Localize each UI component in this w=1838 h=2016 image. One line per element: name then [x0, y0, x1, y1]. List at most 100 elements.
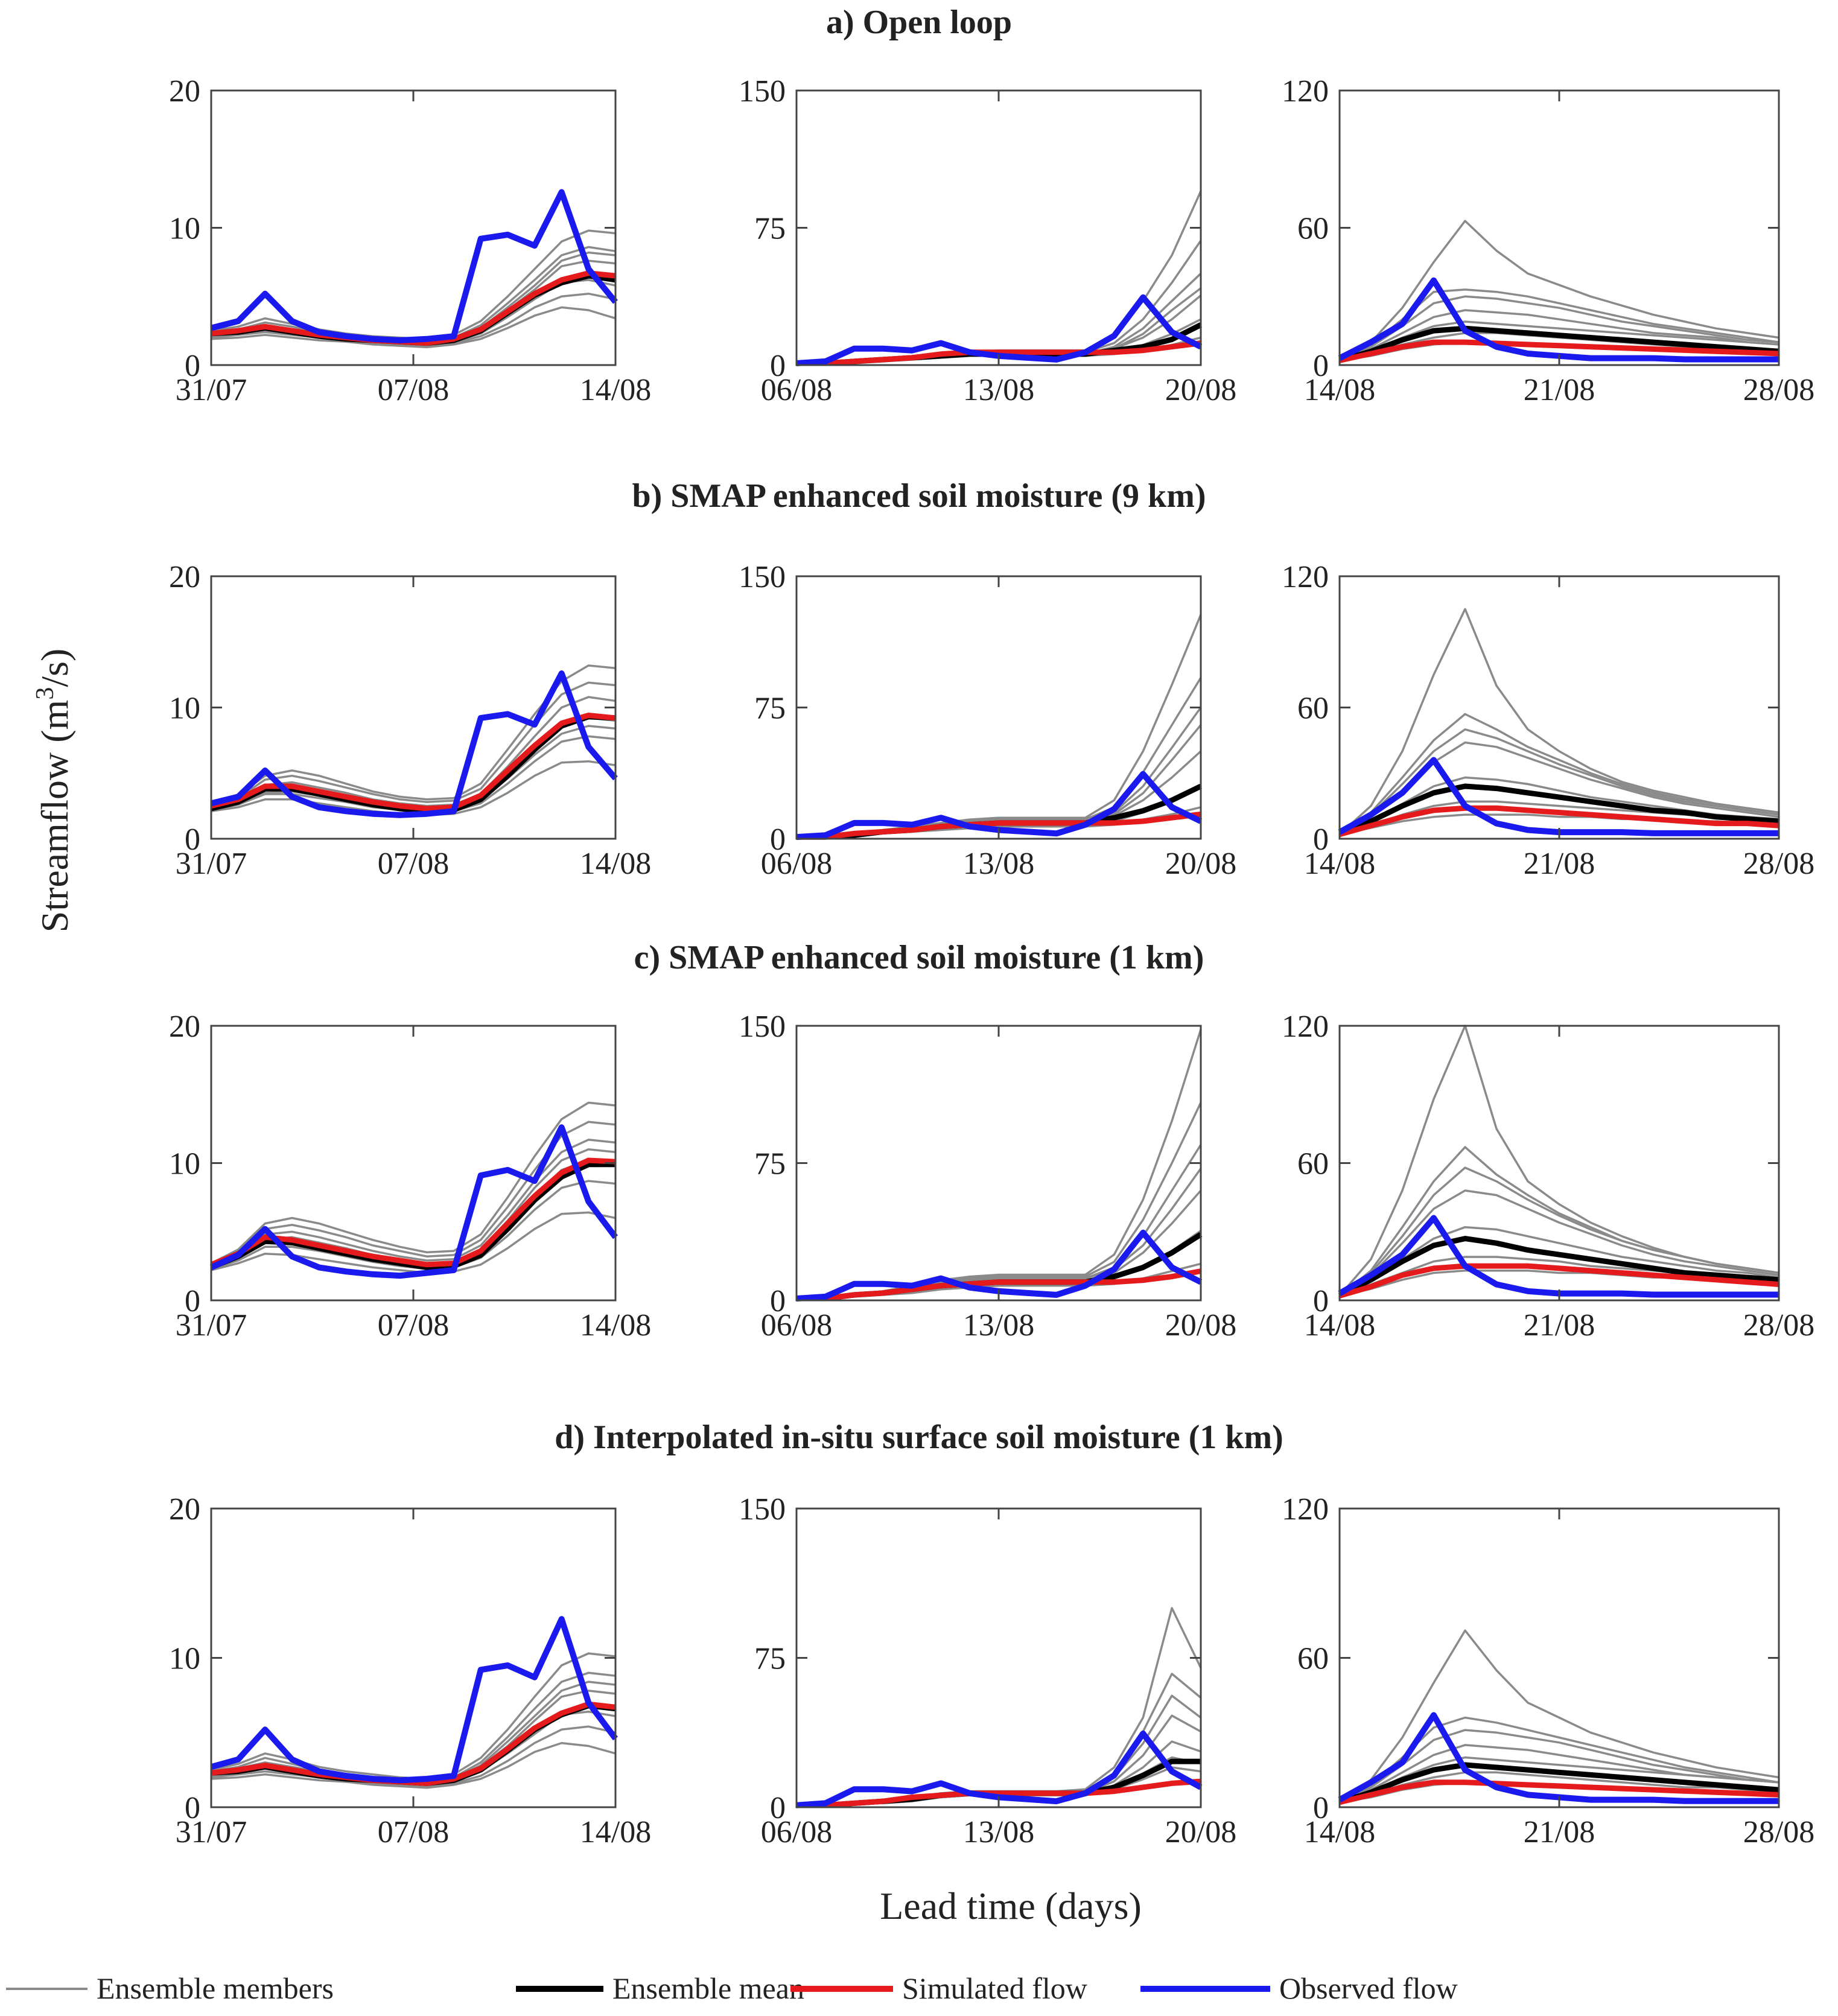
y-tick-label: 0 — [770, 822, 786, 857]
y-tick-label: 60 — [1297, 1642, 1329, 1676]
simulated-flow-line — [1338, 1779, 1779, 1805]
x-tick-label: 14/08 — [1304, 373, 1375, 407]
ensemble-member-line — [1339, 1744, 1779, 1804]
x-tick-label: 21/08 — [1524, 847, 1595, 881]
panel-r1-c1: 0 10 20 31/07 07/08 14/08 — [169, 74, 651, 407]
x-axis-title: Lead time (days) — [880, 1884, 1142, 1927]
y-tick-label: 120 — [1282, 560, 1329, 594]
y-axis-title-superscript: 3 — [31, 687, 59, 700]
ensemble-member-line — [211, 1725, 616, 1788]
ensemble-member-line — [1338, 608, 1779, 836]
panel-r1-c3: 0 60 120 14/08 21/08 28/08 — [1282, 74, 1814, 407]
x-tick-label: 07/08 — [378, 847, 449, 881]
simulated-flow-line — [797, 1778, 1201, 1808]
x-tick-label: 14/08 — [580, 1815, 651, 1849]
y-tick-label: 10 — [169, 1642, 200, 1676]
x-tick-label: 31/07 — [176, 1815, 247, 1849]
legend-label: Ensemble members — [97, 1971, 334, 2005]
ensemble-member-line — [1338, 713, 1779, 836]
y-tick-label: 150 — [739, 74, 786, 109]
y-tick-label: 20 — [169, 74, 200, 109]
x-tick-label: 07/08 — [378, 1308, 449, 1343]
y-tick-label: 150 — [739, 1010, 786, 1044]
y-tick-label: 0 — [1313, 822, 1329, 857]
y-tick-label: 0 — [1313, 349, 1329, 383]
y-tick-label: 20 — [169, 560, 200, 594]
y-tick-label: 10 — [169, 212, 200, 246]
y-tick-label: 75 — [754, 1147, 786, 1181]
y-tick-label: 0 — [770, 1284, 786, 1318]
simulated-flow-line — [797, 1268, 1201, 1302]
x-tick-label: 31/07 — [176, 847, 247, 881]
observed-flow-line — [796, 771, 1203, 841]
panel-r3-c2: 0 75 150 06/08 13/08 20/08 — [739, 1010, 1236, 1343]
ensemble-member-line — [211, 292, 616, 347]
x-tick-label: 14/08 — [580, 1308, 651, 1343]
x-tick-label: 07/08 — [378, 1815, 449, 1849]
ensemble-member-line — [1339, 1189, 1779, 1297]
simulated-flow-line — [1338, 805, 1779, 838]
ensemble-member-line — [1339, 220, 1779, 361]
x-tick-label: 31/07 — [176, 1308, 247, 1343]
panel-r2-c2: 0 75 150 06/08 13/08 20/08 — [739, 560, 1236, 881]
y-tick-label: 0 — [770, 1791, 786, 1825]
x-tick-label: 21/08 — [1524, 373, 1595, 407]
y-tick-label: 10 — [169, 692, 200, 726]
y-tick-label: 20 — [169, 1492, 200, 1527]
x-tick-label: 06/08 — [761, 847, 832, 881]
legend-label: Ensemble mean — [612, 1971, 804, 2005]
ensemble-member-line — [1339, 1771, 1779, 1804]
ensemble-member-line — [1338, 1629, 1779, 1804]
x-tick-label: 28/08 — [1743, 1815, 1814, 1849]
x-tick-label: 14/08 — [1304, 1308, 1375, 1343]
y-tick-label: 150 — [739, 1492, 786, 1527]
observed-flow-line — [210, 670, 618, 818]
ensemble-member-line — [211, 1139, 616, 1267]
y-tick-label: 75 — [754, 1642, 786, 1676]
x-tick-label: 06/08 — [761, 1308, 832, 1343]
x-tick-label: 28/08 — [1743, 847, 1814, 881]
row-title: c) SMAP enhanced soil moisture (1 km) — [634, 939, 1204, 976]
panel-r1-c2: 0 75 150 06/08 13/08 20/08 — [739, 74, 1236, 407]
ensemble-member-line — [1339, 728, 1779, 836]
x-tick-label: 13/08 — [963, 847, 1034, 881]
ensemble-member-line — [1339, 320, 1779, 362]
ensemble-mean-line — [1338, 783, 1779, 837]
ensemble-member-line — [211, 1180, 616, 1270]
y-tick-label: 0 — [185, 349, 200, 383]
ensemble-member-line — [1339, 295, 1779, 362]
x-tick-label: 14/08 — [1304, 1815, 1375, 1849]
observed-flow-line — [209, 1124, 618, 1279]
x-tick-label: 14/08 — [580, 373, 651, 407]
y-tick-label: 0 — [1313, 1791, 1329, 1825]
x-tick-label: 28/08 — [1743, 373, 1814, 407]
ensemble-member-line — [1339, 1226, 1779, 1297]
y-tick-label: 10 — [169, 1147, 200, 1181]
panel-r2-c3: 0 60 120 14/08 21/08 28/08 — [1282, 560, 1814, 881]
y-tick-label: 75 — [754, 692, 786, 726]
y-axis-title: Streamflow (m3/s) — [31, 649, 76, 933]
observed-flow-line — [210, 1616, 618, 1784]
panel-r4-c2: 0 75 150 06/08 13/08 20/08 — [739, 1492, 1236, 1849]
y-tick-label: 0 — [185, 1791, 200, 1825]
ensemble-mean-line — [1338, 1236, 1779, 1299]
axes-frame — [795, 1025, 1202, 1302]
y-tick-label: 75 — [754, 212, 786, 246]
x-tick-label: 13/08 — [963, 1308, 1034, 1343]
y-tick-label: 20 — [169, 1010, 200, 1044]
ensemble-member-line — [1339, 1729, 1779, 1804]
panel-r4-c1: 0 10 20 31/07 07/08 14/08 — [169, 1492, 651, 1849]
x-tick-label: 28/08 — [1743, 1308, 1814, 1343]
x-tick-label: 21/08 — [1524, 1308, 1595, 1343]
panel-r4-c3: 0 60 120 14/08 21/08 28/08 — [1282, 1492, 1814, 1849]
axes-frame — [795, 575, 1202, 840]
ensemble-member-line — [797, 191, 1202, 364]
x-tick-label: 20/08 — [1165, 1308, 1236, 1343]
ensemble-member-line — [1339, 309, 1779, 362]
legend: Ensemble members Ensemble mean Simulated f… — [6, 1971, 1458, 2005]
ensemble-member-line — [1338, 1166, 1779, 1297]
x-tick-label: 13/08 — [963, 373, 1034, 407]
y-tick-label: 60 — [1297, 212, 1329, 246]
x-tick-label: 20/08 — [1165, 373, 1236, 407]
